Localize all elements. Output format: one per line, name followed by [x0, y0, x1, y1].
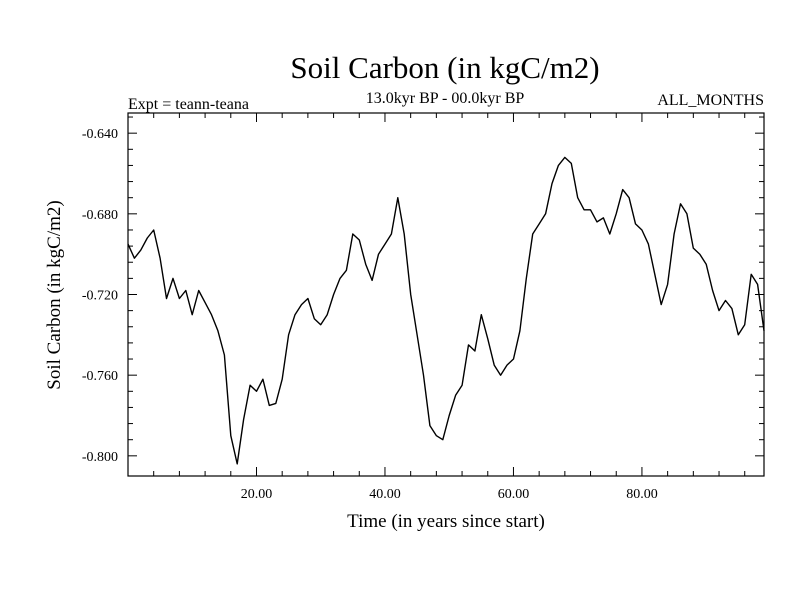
experiment-label: Expt = teann-teana [128, 96, 249, 113]
x-tick-label: 80.00 [626, 487, 658, 502]
y-tick-label: -0.720 [82, 289, 118, 304]
axis-ticks [128, 113, 764, 476]
chart-subtitle: 13.0kyr BP - 00.0kyr BP [366, 90, 525, 107]
tick-labels: 20.00 40.00 60.00 80.00 -0.800 -0.760 -0.720 -0… [82, 127, 658, 502]
x-tick-label: 40.00 [369, 487, 401, 502]
x-tick-label: 60.00 [498, 487, 530, 502]
x-tick-label: 20.00 [241, 487, 273, 502]
y-axis-label: Soil Carbon (in kgC/m2) [44, 200, 65, 389]
chart-title: Soil Carbon (in kgC/m2) [290, 50, 599, 85]
y-tick-label: -0.640 [82, 127, 118, 142]
months-label: ALL_MONTHS [657, 92, 764, 109]
x-axis-label: Time (in years since start) [347, 511, 545, 532]
y-tick-label: -0.680 [82, 208, 118, 223]
series-line [127, 156, 765, 465]
y-tick-label: -0.800 [82, 450, 118, 465]
y-tick-label: -0.760 [82, 369, 118, 384]
plot-frame [127, 112, 765, 477]
